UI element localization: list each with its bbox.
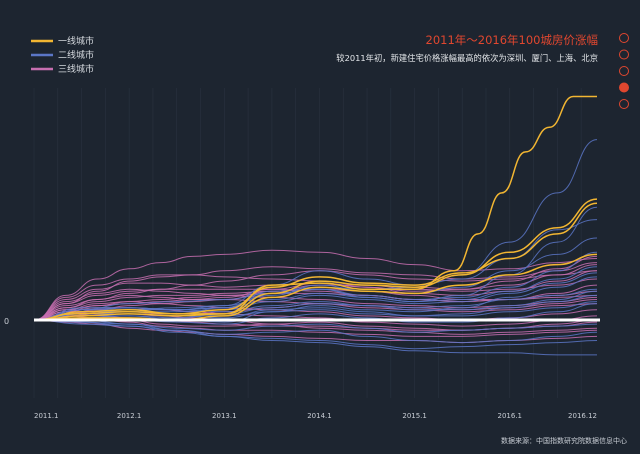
x-tick-label: 2012.1	[117, 412, 142, 420]
x-tick-label: 2013.1	[212, 412, 237, 420]
legend-item-tier1: 一线城市	[31, 35, 94, 47]
x-axis-ticks: 2011.1 2012.1 2013.1 2014.1 2015.1 2016.1 2016…	[34, 412, 597, 420]
pagination-dot[interactable]	[619, 49, 629, 60]
slide-pagination	[619, 33, 629, 109]
legend-label-tier3: 三线城市	[58, 63, 94, 75]
x-tick-label: 2011.1	[34, 412, 59, 420]
pagination-dot[interactable]	[619, 99, 629, 109]
series-line-tier2	[33, 219, 598, 321]
legend-label-tier2: 二线城市	[58, 49, 94, 61]
x-tick-label: 2016.1	[498, 412, 523, 420]
chart-subtitle: 较2011年初，新建住宅价格涨幅最高的依次为深圳、厦门、上海、北京	[336, 53, 598, 63]
series-lines	[33, 95, 598, 356]
legend-item-tier2: 二线城市	[31, 49, 94, 61]
pagination-dot[interactable]	[619, 66, 629, 76]
series-line-tier2	[33, 251, 598, 321]
source-note: 数据来源：中国指数研究院数据信息中心	[501, 436, 627, 445]
chart-title: 2011年～2016年100城房价涨幅	[426, 33, 598, 47]
series-line-tier1	[33, 198, 598, 321]
legend: 一线城市 二线城市 三线城市	[31, 35, 94, 75]
x-tick-label: 2014.1	[307, 412, 332, 420]
x-tick-label: 2015.1	[402, 412, 427, 420]
pagination-dot-active[interactable]	[619, 82, 629, 93]
series-line-tier1	[33, 95, 597, 321]
series-line-tier1	[33, 253, 598, 321]
y-zero-label: 0	[4, 317, 9, 326]
series-line-tier1	[33, 202, 598, 321]
series-line-tier2	[33, 288, 598, 321]
x-tick-label: 2016.12	[568, 412, 597, 420]
series-line-tier2	[33, 266, 598, 321]
legend-label-tier1: 一线城市	[58, 35, 94, 47]
gridlines	[33, 88, 582, 398]
series-line-tier3	[33, 249, 598, 321]
pagination-dot[interactable]	[619, 33, 629, 43]
series-line-tier2	[33, 319, 597, 356]
series-line-tier2	[33, 319, 598, 350]
legend-item-tier3: 三线城市	[31, 63, 94, 75]
